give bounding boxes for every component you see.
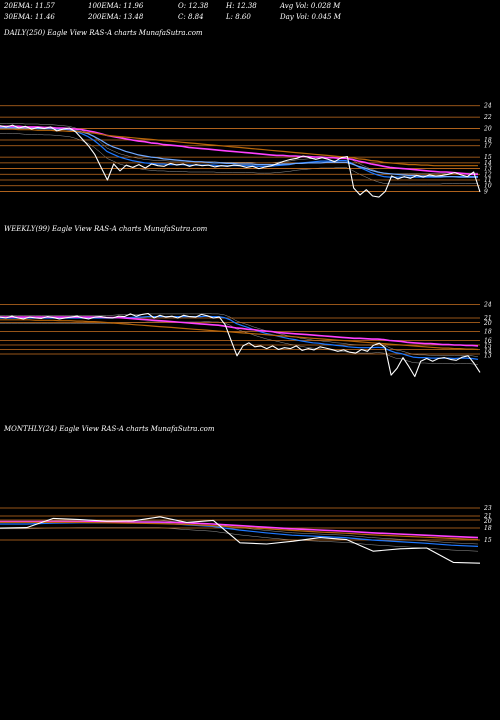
weekly-level-label: 24	[483, 302, 492, 309]
weekly-price-line	[0, 312, 481, 378]
weekly-level-label: 21	[483, 315, 492, 322]
monthly-level-label: 23	[483, 505, 492, 512]
close-readout: C: 8.84	[178, 13, 204, 21]
ema20-readout: 20EMA: 11.57	[4, 2, 55, 10]
avg-vol-readout: Avg Vol: 0.028 M	[280, 2, 341, 10]
weekly-level-label: 13	[484, 353, 492, 360]
daily-level-label: 13	[484, 166, 492, 173]
weekly-shadow-ema-line	[0, 321, 479, 366]
weekly-panel-title: WEEKLY(99) Eagle View RAS-A charts Munaf…	[4, 225, 208, 233]
daily-level-label: 11	[484, 177, 492, 184]
daily-level-label: 12	[484, 171, 492, 178]
weekly-ema20-line	[0, 315, 479, 360]
daily-price-line	[0, 124, 481, 198]
daily-shadow-ema-line	[0, 133, 478, 185]
daily-level-label: 10	[484, 183, 492, 190]
daily-level-label: 17	[484, 143, 492, 150]
monthly-level-label: 15	[484, 537, 492, 544]
monthly-level-label: 21	[483, 513, 492, 520]
monthly-ema200-line	[0, 521, 479, 541]
daily-panel-title: DAILY(250) Eagle View RAS-A charts Munaf…	[4, 29, 203, 37]
weekly-level-label: 18	[484, 329, 492, 336]
daily-level-label: 14	[484, 160, 492, 167]
high-readout: H: 12.38	[226, 2, 257, 10]
daily-level-label: 22	[483, 114, 492, 121]
low-readout: L: 8.60	[226, 13, 251, 21]
monthly-shadow-ema-line	[0, 527, 479, 552]
monthly-level-label: 18	[484, 525, 492, 532]
daily-level-label: 20	[483, 126, 492, 133]
daily-level-label: 15	[484, 154, 492, 161]
monthly-shadow-ema-line	[0, 520, 479, 545]
daily-level-label: 18	[484, 137, 492, 144]
open-readout: O: 12.38	[178, 2, 209, 10]
weekly-level-label: 16	[484, 338, 492, 345]
monthly-ema100-line	[0, 520, 479, 539]
weekly-shadow-ema-line	[0, 313, 479, 357]
weekly-level-label: 14	[484, 348, 492, 355]
weekly-level-label: 15	[484, 343, 492, 350]
day-vol-readout: Day Vol: 0.045 M	[280, 13, 341, 21]
monthly-level-label: 20	[483, 518, 492, 525]
monthly-panel-title: MONTHLY(24) Eagle View RAS-A charts Muna…	[4, 425, 215, 433]
ema200-readout: 200EMA: 13.48	[88, 13, 144, 21]
weekly-level-label: 20	[483, 320, 492, 327]
daily-ema100-line	[0, 125, 478, 176]
ema100-readout: 100EMA: 11.96	[88, 2, 144, 10]
weekly-ema200-line	[0, 319, 479, 351]
daily-level-label: 24	[483, 103, 492, 110]
daily-level-label: 9	[484, 188, 488, 195]
monthly-price-line	[0, 516, 481, 564]
ema30-readout: 30EMA: 11.46	[4, 13, 55, 21]
daily-ema200-line	[0, 128, 478, 167]
